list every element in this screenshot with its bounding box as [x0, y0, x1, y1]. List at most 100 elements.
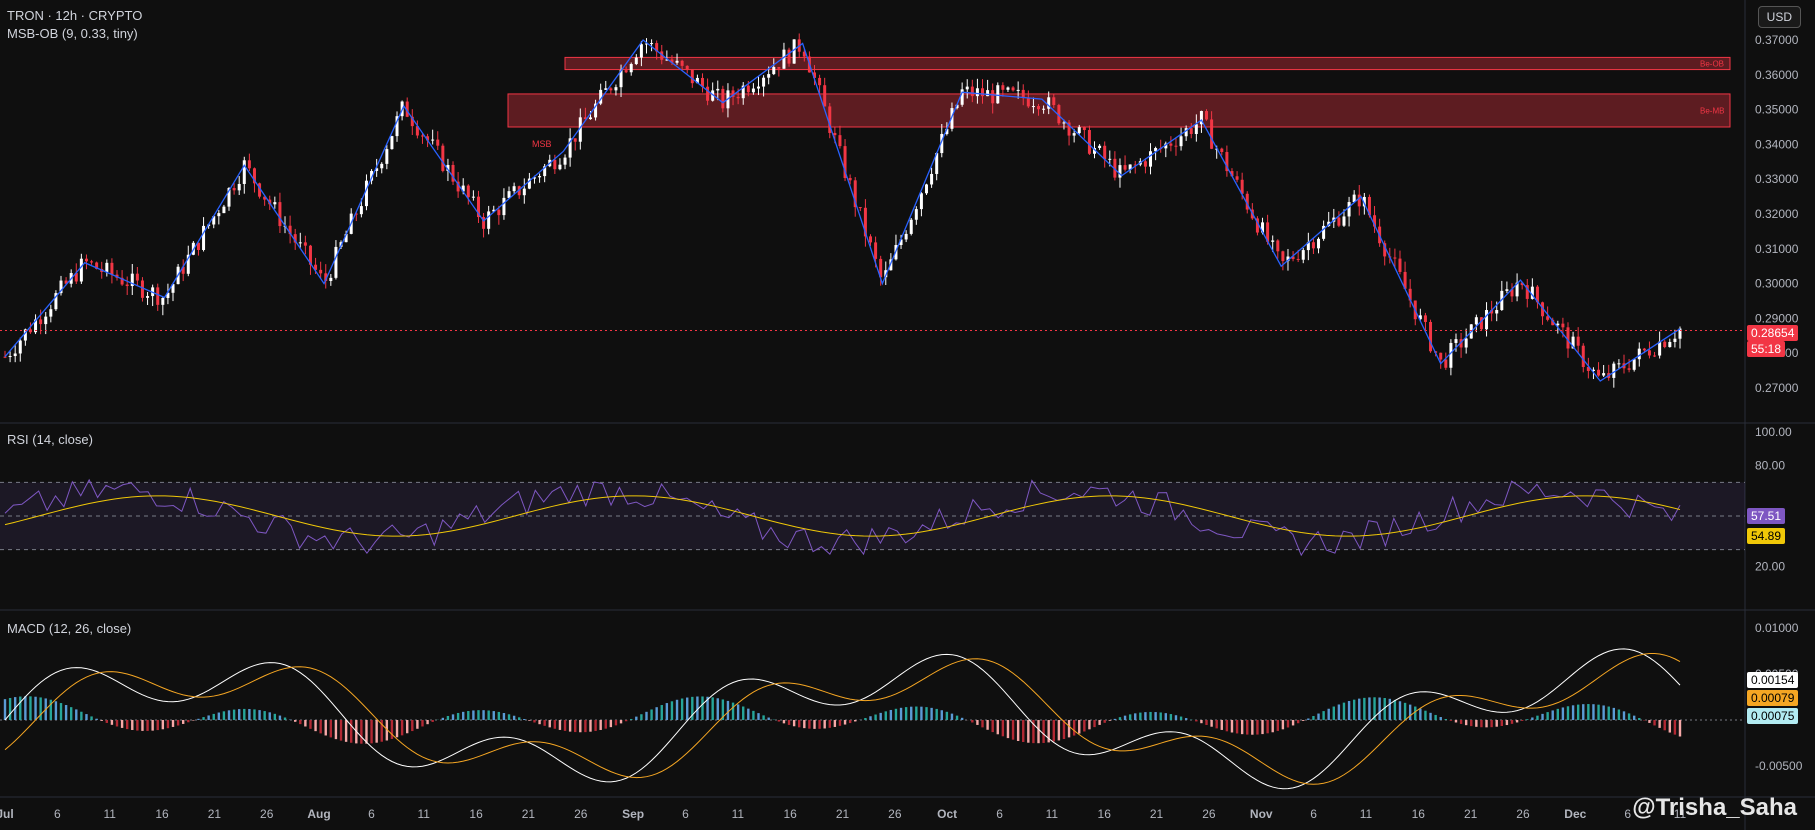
- macd-hist-bar: [212, 713, 215, 720]
- macd-hist-bar: [711, 697, 714, 720]
- macd-hist-bar: [227, 710, 231, 720]
- candle-body: [212, 216, 216, 225]
- macd-hist-bar: [1566, 706, 1570, 720]
- macd-hist-bar: [156, 720, 159, 731]
- candle-body: [884, 270, 888, 278]
- candle-body: [1464, 338, 1468, 348]
- macd-hist-bar: [1597, 704, 1600, 720]
- macd-hist-bar: [981, 720, 984, 728]
- time-axis-label: 6: [996, 807, 1003, 821]
- candle-body: [146, 296, 150, 298]
- order-block-zone: [564, 56, 1731, 71]
- candle-body: [1184, 128, 1188, 137]
- time-axis-label: 6: [682, 807, 689, 821]
- macd-hist-bar: [1363, 697, 1366, 720]
- macd-hist-bar: [930, 707, 933, 720]
- macd-hist-bar: [543, 720, 546, 726]
- candle-body: [1367, 196, 1371, 216]
- candle-body: [410, 116, 414, 127]
- macd-hist-bar: [1673, 720, 1677, 735]
- candle-body: [1062, 122, 1066, 124]
- candle-body: [741, 85, 745, 99]
- macd-hist-bar: [1098, 720, 1101, 725]
- macd-hist-bar: [171, 720, 175, 727]
- macd-hist-bar: [477, 710, 480, 720]
- candle-body: [563, 157, 567, 165]
- candle-body: [395, 116, 399, 137]
- macd-hist-bar: [49, 699, 53, 720]
- macd-hist-bar: [1648, 720, 1651, 723]
- candle-body: [319, 269, 323, 274]
- macd-hist-bar: [1169, 714, 1173, 720]
- candle-body: [1042, 108, 1046, 110]
- candle-body: [1093, 148, 1097, 154]
- macd-hist-bar: [1541, 713, 1544, 720]
- macd-hist-bar: [558, 720, 562, 730]
- candle-body: [787, 49, 791, 64]
- candle-body: [1271, 240, 1275, 242]
- candle-body: [242, 160, 246, 184]
- macd-hist-bar: [1505, 720, 1509, 726]
- candle-body: [166, 292, 170, 299]
- candle-body: [1403, 271, 1407, 289]
- candle-body: [1154, 148, 1158, 152]
- macd-hist-bar: [350, 720, 353, 743]
- macd-hist-bar: [1251, 720, 1254, 735]
- macd-hist-bar: [125, 720, 129, 730]
- candle-body: [1189, 128, 1193, 134]
- macd-hist-bar: [716, 698, 719, 720]
- macd-hist-bar: [1582, 704, 1585, 720]
- macd-hist-bar: [202, 717, 205, 720]
- macd-hist-bar: [696, 696, 699, 720]
- macd-hist-bar: [976, 720, 979, 725]
- candle-body: [359, 206, 363, 215]
- macd-hist-bar: [1108, 720, 1111, 721]
- macd-hist-bar: [1205, 720, 1208, 725]
- macd-hist-bar: [1561, 707, 1565, 720]
- macd-hist-bar: [1047, 720, 1050, 743]
- macd-hist-bar: [24, 696, 27, 720]
- macd-hist-bar: [1256, 720, 1259, 735]
- currency-button[interactable]: USD: [1757, 6, 1801, 28]
- macd-hist-bar: [742, 706, 745, 720]
- candle-body: [196, 242, 200, 250]
- candle-body: [650, 43, 654, 45]
- macd-hist-bar: [986, 720, 989, 730]
- macd-hist-bar: [589, 720, 592, 732]
- macd-hist-bar: [910, 706, 913, 720]
- macd-hist-bar: [1016, 720, 1020, 741]
- macd-hist-bar: [1546, 712, 1549, 720]
- macd-axis-label: -0.00500: [1755, 759, 1803, 773]
- candle-body: [431, 139, 435, 141]
- macd-hist-bar: [141, 720, 144, 731]
- macd-hist-bar: [782, 720, 786, 724]
- candle-body: [1586, 367, 1590, 371]
- macd-hist-bar: [1240, 720, 1244, 735]
- candle-body: [64, 280, 68, 284]
- macd-hist-bar: [136, 720, 139, 731]
- time-axis-label: 11: [1046, 807, 1059, 821]
- macd-hist-bar: [1638, 717, 1641, 720]
- candle-body: [716, 88, 720, 91]
- candle-body: [1505, 289, 1509, 291]
- macd-hist-bar: [1627, 713, 1631, 720]
- candle-body: [334, 246, 338, 278]
- macd-hist-bar: [115, 720, 119, 727]
- candle-body: [1612, 363, 1616, 378]
- candle-body: [838, 135, 842, 147]
- candle-body: [1169, 143, 1173, 146]
- candle-body: [278, 202, 282, 227]
- macd-hist-bar: [1373, 697, 1376, 720]
- time-axis-label: Jul: [0, 807, 14, 821]
- price-axis-label: 0.34000: [1755, 137, 1799, 151]
- macd-hist-bar: [1052, 720, 1055, 742]
- macd-hist-bar: [650, 709, 653, 720]
- candle-body: [767, 74, 771, 78]
- candle-body: [1408, 288, 1412, 301]
- candle-body: [1653, 355, 1657, 357]
- candle-body: [1617, 363, 1621, 365]
- candle-body: [247, 160, 251, 169]
- candle-body: [1525, 285, 1529, 299]
- candle-body: [1678, 328, 1682, 339]
